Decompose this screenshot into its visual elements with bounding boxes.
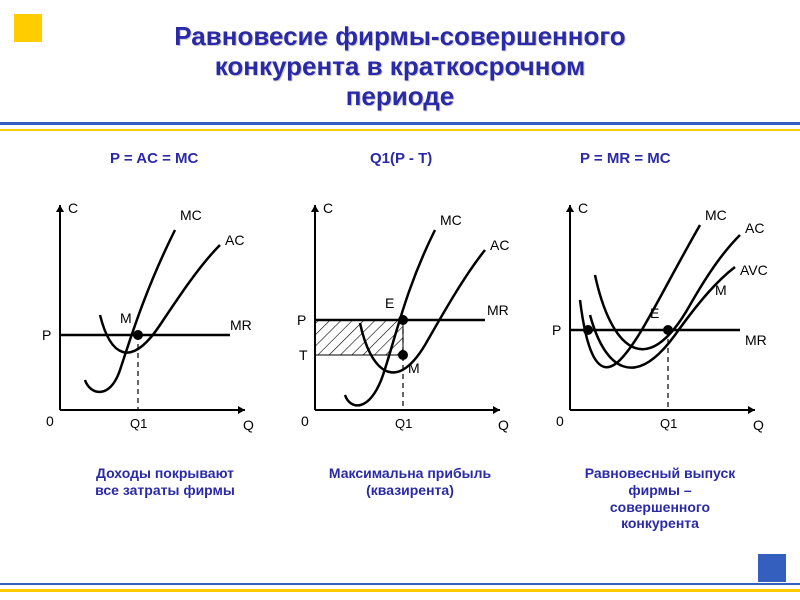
- svg-text:AC: AC: [745, 220, 764, 236]
- slide: Равновесие фирмы-совершенного конкурента…: [0, 0, 800, 600]
- svg-text:M: M: [120, 310, 132, 326]
- svg-text:Q: Q: [498, 417, 509, 433]
- title-line-3: периоде: [346, 81, 455, 111]
- svg-text:0: 0: [301, 413, 309, 429]
- svg-text:0: 0: [46, 413, 54, 429]
- title-line-2: конкурента в краткосрочном: [215, 51, 586, 81]
- divider-top-yellow: [0, 129, 800, 131]
- caption-3: Равновесный выпускфирмы –совершенногокон…: [555, 465, 765, 532]
- svg-text:AVC: AVC: [740, 262, 768, 278]
- svg-text:Q1: Q1: [395, 416, 412, 431]
- svg-text:AC: AC: [490, 237, 509, 253]
- chart-2: C Q 0 P MR T MC AC Q1 E M: [285, 195, 515, 455]
- svg-text:MR: MR: [745, 332, 767, 348]
- chart-1: C Q 0 P MR MC AC Q1 M: [30, 195, 260, 455]
- divider-bottom-yellow: [0, 589, 800, 592]
- svg-text:0: 0: [556, 413, 564, 429]
- title-line-1: Равновесие фирмы-совершенного: [174, 21, 625, 51]
- svg-text:T: T: [299, 347, 308, 363]
- divider-top-blue: [0, 122, 800, 125]
- caption-2: Максимальна прибыль(квазирента): [305, 465, 515, 499]
- svg-text:E: E: [385, 295, 394, 311]
- page-title: Равновесие фирмы-совершенного конкурента…: [0, 22, 800, 112]
- svg-text:P: P: [552, 322, 561, 338]
- svg-text:Q1: Q1: [660, 416, 677, 431]
- svg-text:P: P: [42, 327, 51, 343]
- divider-bottom-blue: [0, 583, 800, 585]
- svg-text:C: C: [68, 200, 78, 216]
- caption-1: Доходы покрываютвсе затраты фирмы: [65, 465, 265, 499]
- formula-1: P = AC = MC: [110, 150, 198, 167]
- svg-text:Q: Q: [753, 417, 764, 433]
- chart-3: C Q 0 P MR MC AC AVC M Q1 E: [540, 195, 770, 455]
- svg-text:M: M: [715, 282, 727, 298]
- svg-text:MR: MR: [230, 317, 252, 333]
- formula-row: P = AC = MC Q1(P - T) P = MR = MC: [0, 150, 800, 180]
- svg-text:Q1: Q1: [130, 416, 147, 431]
- svg-text:M: M: [408, 360, 420, 376]
- svg-text:C: C: [578, 200, 588, 216]
- svg-text:Q: Q: [243, 417, 254, 433]
- svg-text:C: C: [323, 200, 333, 216]
- svg-text:MR: MR: [487, 302, 509, 318]
- captions-row: Доходы покрываютвсе затраты фирмы Максим…: [0, 465, 800, 575]
- charts-row: C Q 0 P MR MC AC Q1 M C Q 0 P MR T MC AC Q1 E M C Q 0 P MR MC AC…: [30, 195, 770, 455]
- formula-2: Q1(P - T): [370, 150, 432, 167]
- formula-3: P = MR = MC: [580, 150, 671, 167]
- svg-text:E: E: [650, 305, 659, 321]
- svg-text:AC: AC: [225, 232, 244, 248]
- svg-text:P: P: [297, 312, 306, 328]
- svg-text:MC: MC: [180, 207, 202, 223]
- svg-text:MC: MC: [705, 207, 727, 223]
- svg-text:MC: MC: [440, 212, 462, 228]
